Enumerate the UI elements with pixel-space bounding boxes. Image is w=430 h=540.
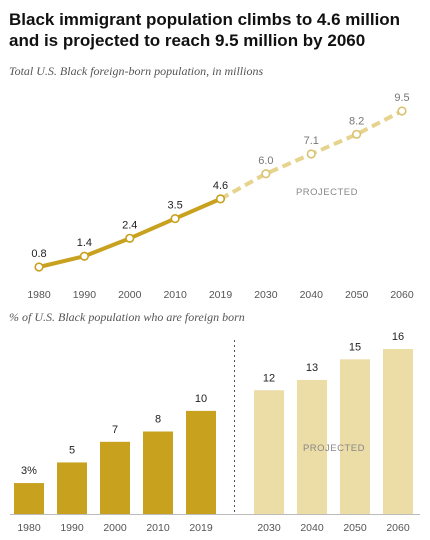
bar-2010	[143, 431, 173, 514]
x-tick-2040: 2040	[300, 289, 324, 301]
x-tick-2050: 2050	[345, 289, 369, 301]
bar-2060	[383, 349, 413, 514]
bar-label-2000: 7	[112, 424, 118, 436]
x-tick-2000: 2000	[118, 289, 142, 301]
line-chart-subtitle: Total U.S. Black foreign-born population…	[9, 64, 264, 78]
data-point-2060	[397, 106, 407, 116]
data-label-2019: 4.6	[213, 180, 228, 192]
bar-x-tick-2000: 2000	[103, 522, 127, 534]
data-label-2040: 7.1	[304, 135, 319, 147]
data-point-2000	[125, 233, 135, 243]
x-tick-2030: 2030	[254, 289, 278, 301]
bar-2050	[340, 359, 370, 514]
data-label-2030: 6.0	[258, 155, 273, 167]
data-point-2050	[352, 129, 362, 139]
bar-label-2060: 16	[392, 331, 404, 343]
bar-chart: 3% 1980 5 1990 7 2000 8 2010 10 2019 12 2030 13 2040 1…	[10, 331, 420, 534]
bar-x-tick-2050: 2050	[343, 522, 367, 534]
bar-label-2019: 10	[195, 393, 207, 405]
bar-label-2040: 13	[306, 362, 318, 374]
bar-label-1990: 5	[69, 444, 75, 456]
projected-annotation: PROJECTED	[296, 187, 358, 198]
data-point-2040	[306, 149, 316, 159]
bar-2030	[254, 390, 284, 514]
x-tick-2019: 2019	[209, 289, 233, 301]
data-point-2030	[261, 169, 271, 179]
data-label-2010: 3.5	[167, 200, 182, 212]
data-label-2000: 2.4	[122, 219, 137, 231]
bar-projected-annotation: PROJECTED	[303, 443, 365, 454]
bar-2019	[186, 410, 216, 514]
chart-title: Black immigrant population climbs to 4.6…	[9, 10, 401, 50]
bar-label-2030: 12	[263, 372, 275, 384]
bar-x-tick-2060: 2060	[386, 522, 410, 534]
x-tick-1980: 1980	[27, 289, 51, 301]
bar-chart-subtitle: % of U.S. Black population who are forei…	[9, 310, 245, 324]
bar-2000	[100, 441, 130, 514]
data-label-2050: 8.2	[349, 115, 364, 127]
actual-line	[37, 196, 223, 269]
x-tick-2010: 2010	[163, 289, 187, 301]
bar-x-tick-1990: 1990	[60, 522, 84, 534]
data-label-2060: 9.5	[394, 92, 409, 104]
data-label-1980: 0.8	[31, 248, 46, 260]
data-label-1990: 1.4	[77, 237, 92, 249]
bar-label-2050: 15	[349, 341, 361, 353]
bar-x-tick-1980: 1980	[17, 522, 41, 534]
bar-label-1980: 3%	[21, 465, 37, 477]
data-point-2010	[170, 213, 180, 224]
line-chart: 0.8 1.4 2.4 3.5 4.6 6.0 7.1 8.2 9.5 1980 1990 2000 2…	[27, 92, 414, 301]
data-point-1990	[79, 251, 89, 261]
bar-1990	[57, 462, 87, 514]
x-tick-2060: 2060	[390, 289, 414, 301]
bar-1980	[14, 483, 44, 514]
bar-label-2010: 8	[155, 414, 161, 426]
bar-2040	[297, 379, 327, 514]
bar-x-tick-2040: 2040	[300, 522, 324, 534]
bar-x-tick-2030: 2030	[257, 522, 281, 534]
bar-x-tick-2019: 2019	[189, 522, 213, 534]
x-tick-1990: 1990	[73, 289, 97, 301]
data-point-2019	[215, 194, 226, 204]
data-point-1980	[34, 262, 44, 272]
bar-x-tick-2010: 2010	[146, 522, 170, 534]
